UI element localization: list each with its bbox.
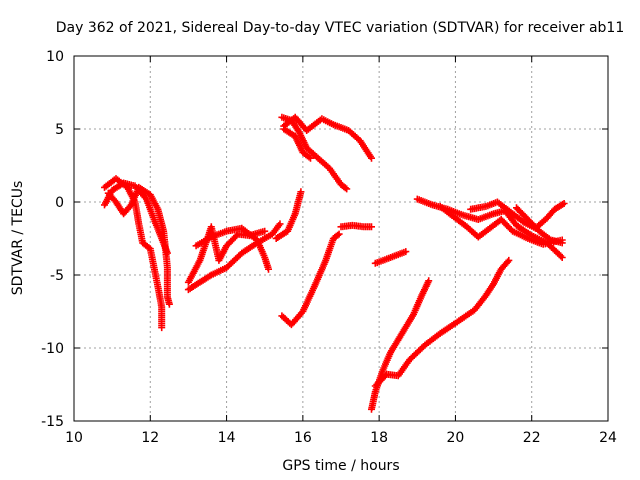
data-point	[276, 220, 284, 228]
data-point	[335, 230, 343, 238]
data-point	[558, 254, 566, 261]
data-point	[368, 154, 375, 162]
data-point	[233, 232, 241, 240]
data-point	[368, 223, 375, 231]
data-point	[425, 277, 433, 285]
data-point	[560, 200, 568, 207]
data-point	[381, 372, 389, 380]
series-track-7	[272, 188, 305, 242]
data-point	[505, 256, 513, 264]
data-point	[334, 231, 342, 239]
chart-title: Day 362 of 2021, Sidereal Day-to-day VTE…	[56, 20, 625, 36]
series-track-11	[278, 230, 343, 329]
y-tick-label: -5	[50, 268, 64, 284]
x-tick-label: 24	[599, 430, 617, 446]
series-track-4	[184, 223, 269, 286]
data-point	[343, 185, 351, 193]
data-point	[558, 239, 566, 247]
x-tick-label: 18	[370, 430, 388, 446]
x-axis-label: GPS time / hours	[282, 458, 399, 474]
series-track-18	[467, 198, 568, 232]
x-tick-label: 10	[65, 430, 83, 446]
series-track-14	[371, 256, 513, 390]
y-tick-label: 10	[46, 49, 64, 65]
data-point	[297, 188, 305, 196]
series-track-10	[280, 113, 375, 162]
data-point	[305, 153, 313, 161]
series-track-3	[104, 183, 173, 308]
x-tick-label: 16	[294, 430, 312, 446]
data-point	[158, 324, 166, 332]
series-track-15	[371, 248, 410, 267]
series-track-17	[436, 202, 566, 248]
y-axis-label: SDTVAR / TECUs	[10, 181, 26, 296]
data-point	[341, 184, 349, 192]
x-tick-label: 12	[141, 430, 159, 446]
y-tick-label: 5	[55, 122, 64, 138]
y-tick-label: -15	[41, 414, 64, 430]
data-point	[307, 154, 314, 162]
data-point	[165, 300, 173, 308]
data-point	[261, 227, 269, 235]
data-point	[402, 248, 410, 256]
data-marks	[101, 113, 568, 413]
series-track-19	[513, 204, 566, 247]
data-point	[265, 265, 272, 273]
data-point	[504, 258, 512, 266]
plot-frame	[73, 55, 609, 422]
axis-ticks: 10 12 14 16 18 20 22 24 -15 -10 -5 0 5 10	[41, 49, 617, 446]
series-track-12	[337, 221, 375, 231]
series-track-6	[192, 224, 272, 273]
x-tick-label: 22	[523, 430, 541, 446]
x-tick-label: 14	[218, 430, 236, 446]
y-tick-label: -10	[41, 341, 64, 357]
y-tick-label: 0	[55, 195, 64, 211]
data-point	[557, 252, 565, 260]
x-tick-label: 20	[447, 430, 465, 446]
series-track-2	[101, 175, 166, 332]
